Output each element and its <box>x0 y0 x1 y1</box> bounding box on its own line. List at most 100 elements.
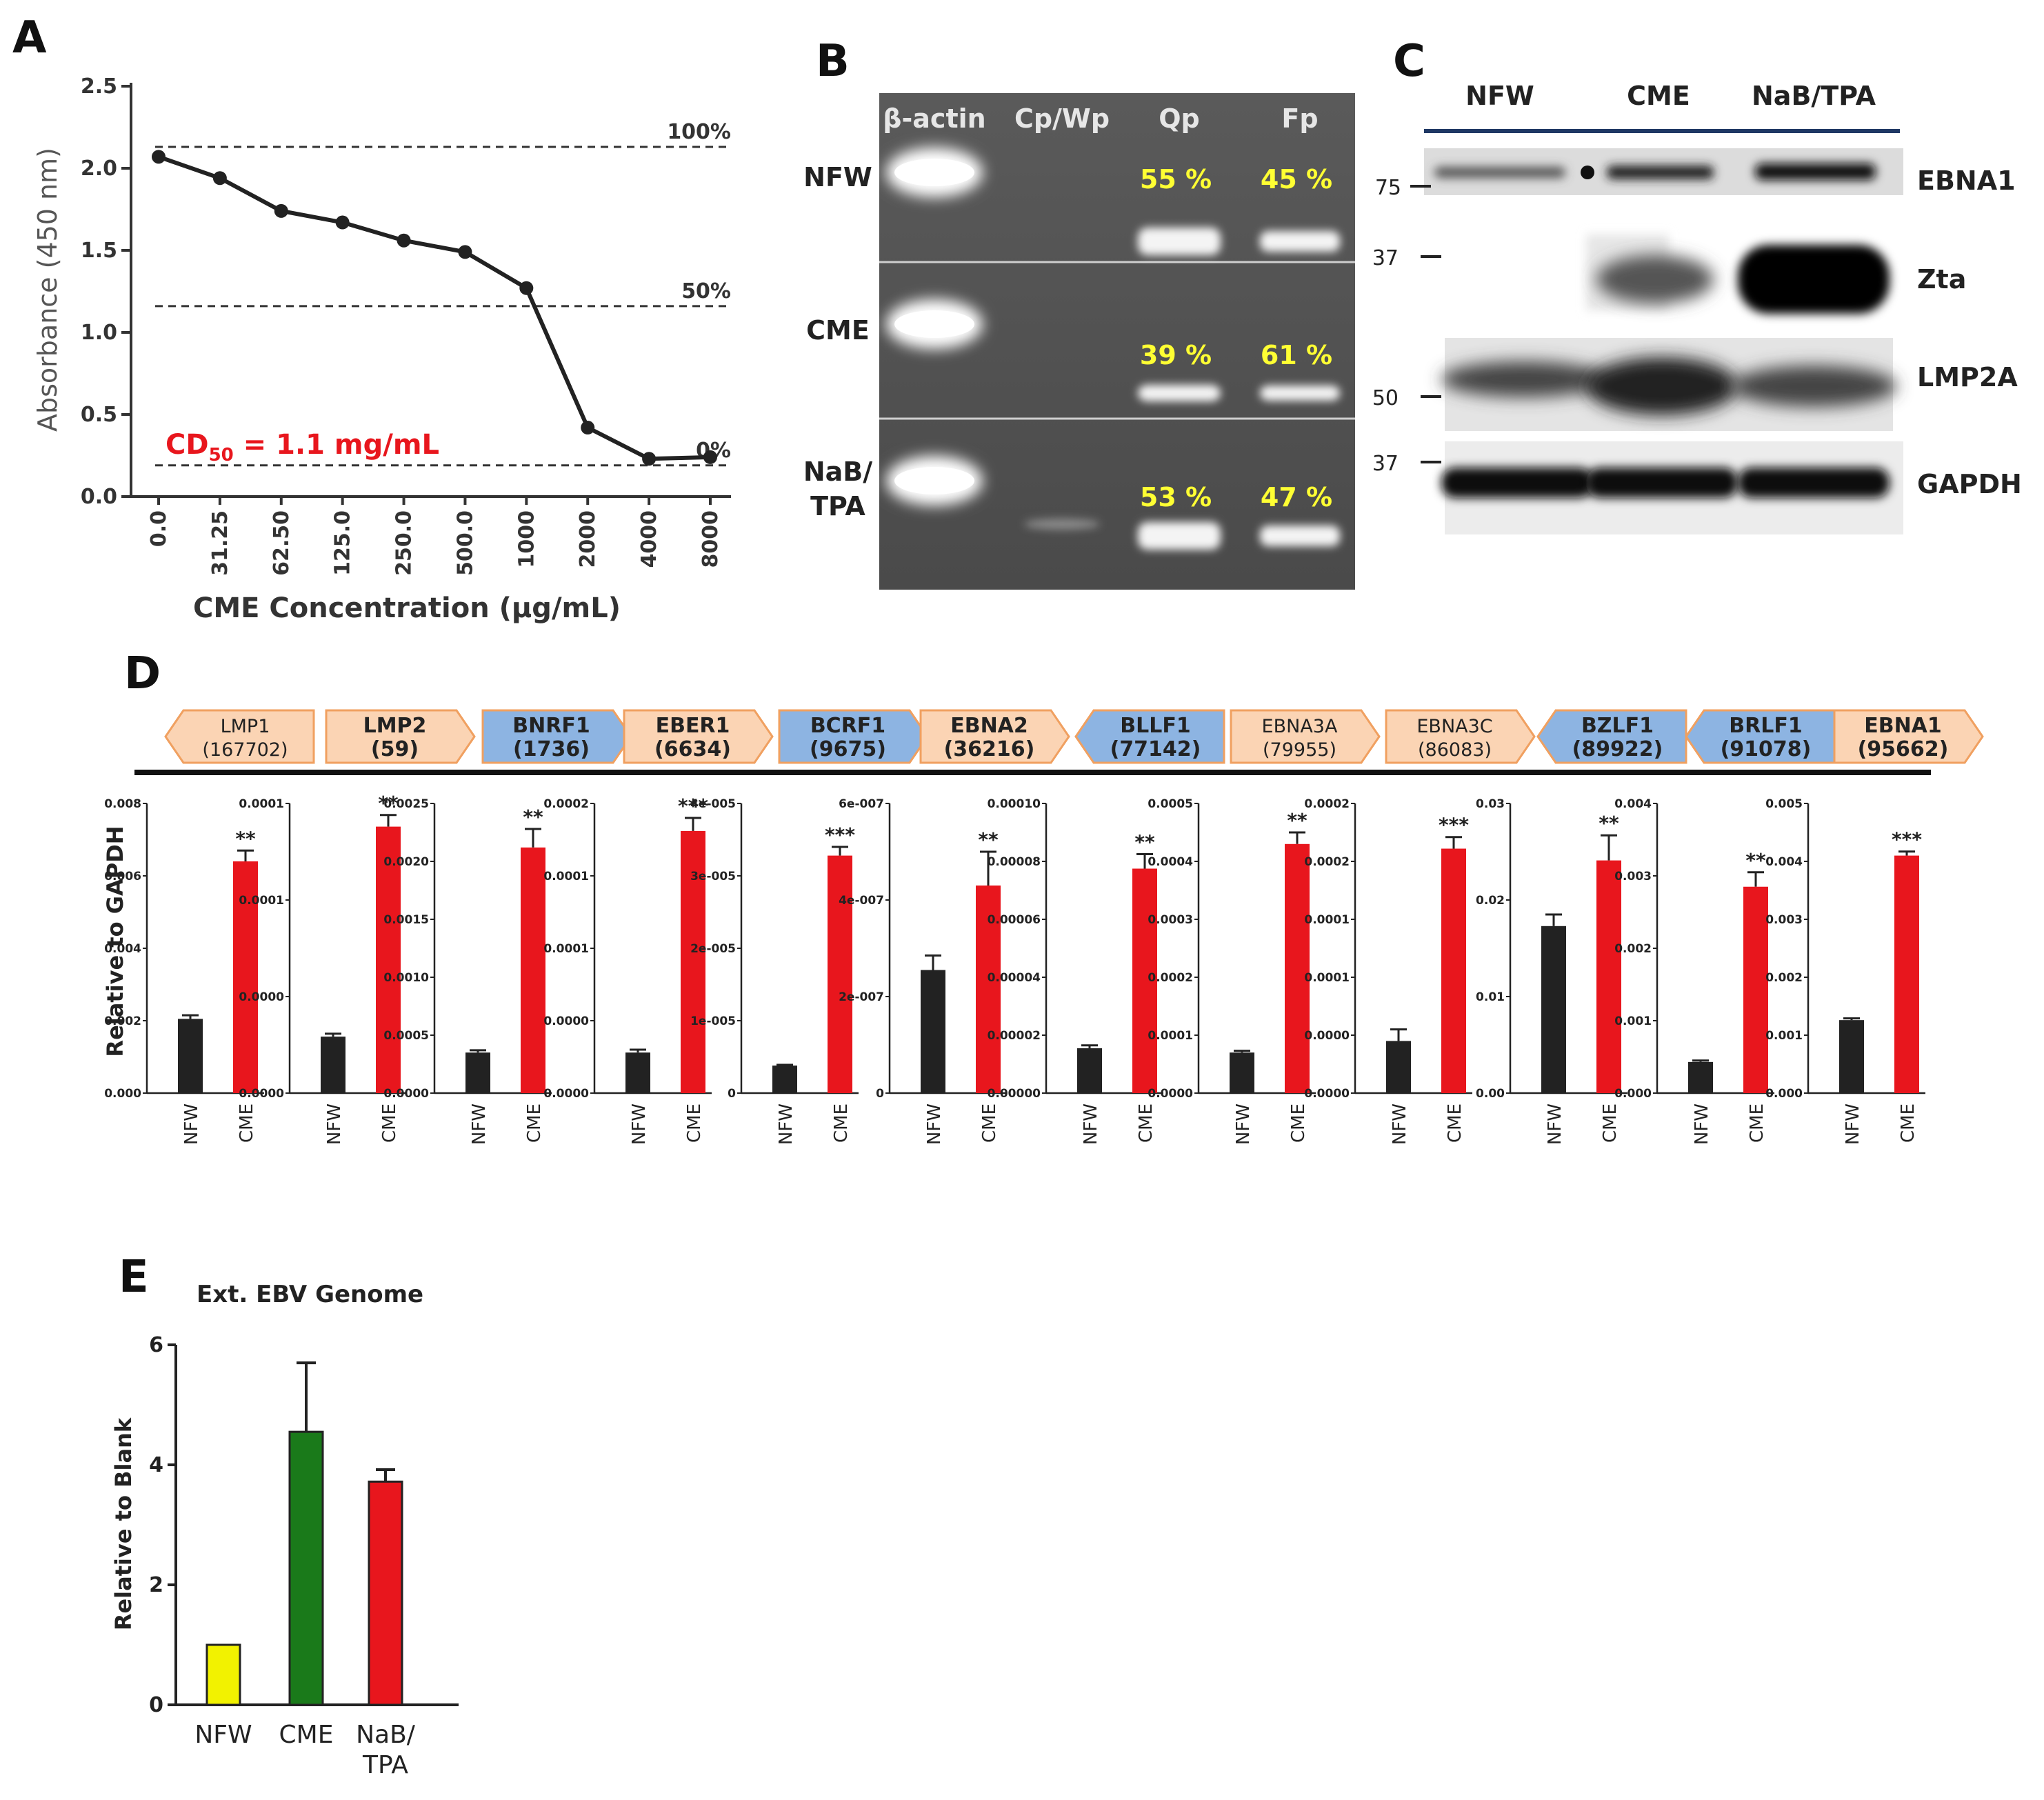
subplot-ytick-label: 0.0000 <box>383 1087 429 1101</box>
subplot-ytick-label: 0.0000 <box>543 1087 589 1101</box>
subplot-lmp1: 0.000 0.002 0.004 0.006 0.008 ** NFW CME <box>104 797 264 1145</box>
subplot-ytick-label: 0.006 <box>104 870 141 883</box>
blot-marker-label: 37 <box>1372 452 1399 476</box>
gel-fp-percent: 45 % <box>1261 164 1332 194</box>
gel-column-label: β-actin <box>883 103 985 134</box>
bar-cme <box>1894 855 1919 1093</box>
xtick-label-d: CME <box>524 1103 545 1143</box>
bar-nfw <box>772 1066 797 1093</box>
gel-band-beta-actin-core <box>894 467 974 494</box>
gene-arrow <box>919 709 1070 764</box>
xtick-label-a: 250.0 <box>392 510 417 576</box>
subplot-ytick-label: 0.0000 <box>239 990 284 1004</box>
xtick-label-e: NFW <box>194 1721 252 1749</box>
ytick-label-a: 1.5 <box>81 239 117 263</box>
blot-marker-label: 50 <box>1372 386 1399 410</box>
subplot-bcrf1: 0 1e-005 2e-005 3e-005 4e-005 *** NFW CME <box>690 797 859 1145</box>
gene-position: (36216) <box>944 737 1035 761</box>
gene-name: EBNA1 <box>1864 714 1942 738</box>
blot-band-zta <box>1596 255 1714 303</box>
xtick-label-d: NFW <box>1692 1103 1712 1145</box>
data-point-a <box>581 421 595 435</box>
gene-position: (95662) <box>1858 737 1949 761</box>
subplot-ytick-label: 0.0000 <box>1304 1087 1350 1101</box>
chart-title-e: Ext. EBV Genome <box>197 1281 423 1308</box>
bar-nfw <box>1541 926 1566 1093</box>
gel-band-cpwp-faint <box>1024 519 1100 530</box>
subplot-ytick-label: 0.0001 <box>1304 971 1350 985</box>
xtick-label-a: 125.0 <box>331 510 355 576</box>
blot-lane-label: NaB/TPA <box>1752 81 1876 111</box>
subplot-ytick-label: 0.000 <box>104 1087 141 1101</box>
xtick-label-d: NFW <box>629 1103 650 1145</box>
gene-position: (9675) <box>810 737 886 761</box>
gel-row-label: TPA <box>810 491 865 521</box>
significance-marker: ** <box>1134 831 1155 854</box>
gel-band-beta-actin-core <box>894 310 974 338</box>
significance-marker: ** <box>978 828 999 851</box>
subplot-bnrf1: 0.0000 0.0005 0.0010 0.0015 0.0020 0.0025 ** NF… <box>383 797 552 1145</box>
xtick-label-d: NFW <box>324 1103 345 1145</box>
panel-label-a: A <box>12 12 47 63</box>
reference-label-a: 100% <box>667 120 731 144</box>
xtick-label-d: NFW <box>181 1103 202 1145</box>
ytick-label-a: 0.0 <box>81 485 117 509</box>
gene-arrow <box>1833 709 1984 764</box>
subplot-ytick-label: 0.0001 <box>239 894 284 908</box>
blot-marker-label: 75 <box>1375 176 1401 200</box>
gel-qp-percent: 53 % <box>1140 482 1212 512</box>
xtick-label-d: CME <box>1747 1103 1767 1143</box>
blot-band-ebna1 <box>1607 166 1714 179</box>
subplot-eber1: 0.0000 0.0000 0.0001 0.0001 0.0002 *** NFW CME <box>543 794 712 1145</box>
gel-band-qp <box>1138 385 1221 401</box>
gel-b: β-actin Cp/Wp Qp Fp 55 % 45 % NFW 39 % 61 % CME 53… <box>803 93 1355 590</box>
gene-arrow <box>1074 709 1225 764</box>
subplot-ytick-label: 0.00002 <box>988 1029 1041 1043</box>
cd50-annotation: CD50 = 1.1 mg/mL <box>166 429 439 466</box>
xtick-label-a: 0.0 <box>147 510 171 547</box>
gel-column-label: Fp <box>1281 103 1318 134</box>
xtick-label-d: CME <box>237 1103 257 1143</box>
xtick-label-d: CME <box>684 1103 705 1143</box>
gene-position: (167702) <box>202 739 288 761</box>
data-point-a <box>335 215 350 230</box>
subplot-ytick-label: 0.008 <box>104 797 141 811</box>
significance-marker: ** <box>235 827 256 850</box>
subplot-ytick-label: 0.0020 <box>383 855 429 869</box>
significance-marker: ** <box>523 806 543 828</box>
data-point-a <box>519 281 534 295</box>
gene-arrow <box>1385 709 1536 764</box>
xtick-label-d: CME <box>1288 1103 1309 1143</box>
xtick-label-d: CME <box>1600 1103 1621 1143</box>
ytick-label-a: 0.5 <box>81 403 117 427</box>
xtick-label-a: 500.0 <box>453 510 477 576</box>
blot-band-ebna1 <box>1755 163 1876 180</box>
subplot-brlf1: 0.000 0.001 0.002 0.003 0.004 ** NFW CME <box>1614 797 1774 1145</box>
gene-arrow <box>778 709 929 764</box>
xtick-label-d: CME <box>1445 1103 1465 1143</box>
subplot-ytick-label: 3e-005 <box>690 870 736 883</box>
subplot-ytick-label: 0.0003 <box>1148 913 1193 927</box>
bar-cme <box>1285 843 1310 1093</box>
xtick-label-e: TPA <box>362 1751 408 1779</box>
data-point-a <box>703 450 717 464</box>
blot-band-lmp2a <box>1441 361 1607 397</box>
blot-band-lmp2a <box>1586 357 1738 415</box>
gel-band-fp <box>1260 526 1340 546</box>
blot-lane-label: CME <box>1627 81 1690 111</box>
y-axis-title-e: Relative to Blank <box>110 1417 137 1630</box>
significance-marker: ** <box>378 792 399 814</box>
blot-band-gapdh <box>1586 468 1738 498</box>
gene-position: (1736) <box>513 737 590 761</box>
data-point-a <box>458 245 472 259</box>
panel-label-c: C <box>1393 36 1425 87</box>
blot-band-gapdh <box>1738 468 1890 498</box>
bar-nfw <box>321 1037 345 1093</box>
x-axis-title-a: CME Concentration (μg/mL) <box>193 592 621 624</box>
bar-nfw <box>1688 1061 1713 1093</box>
subplot-ytick-label: 0.00008 <box>988 855 1041 869</box>
ytick-label-a: 2.0 <box>81 157 117 181</box>
data-point-a <box>274 203 288 218</box>
subplot-ytick-label: 0.00010 <box>988 797 1041 811</box>
y-axis-title-a: Absorbance (450 nm) <box>32 148 63 432</box>
